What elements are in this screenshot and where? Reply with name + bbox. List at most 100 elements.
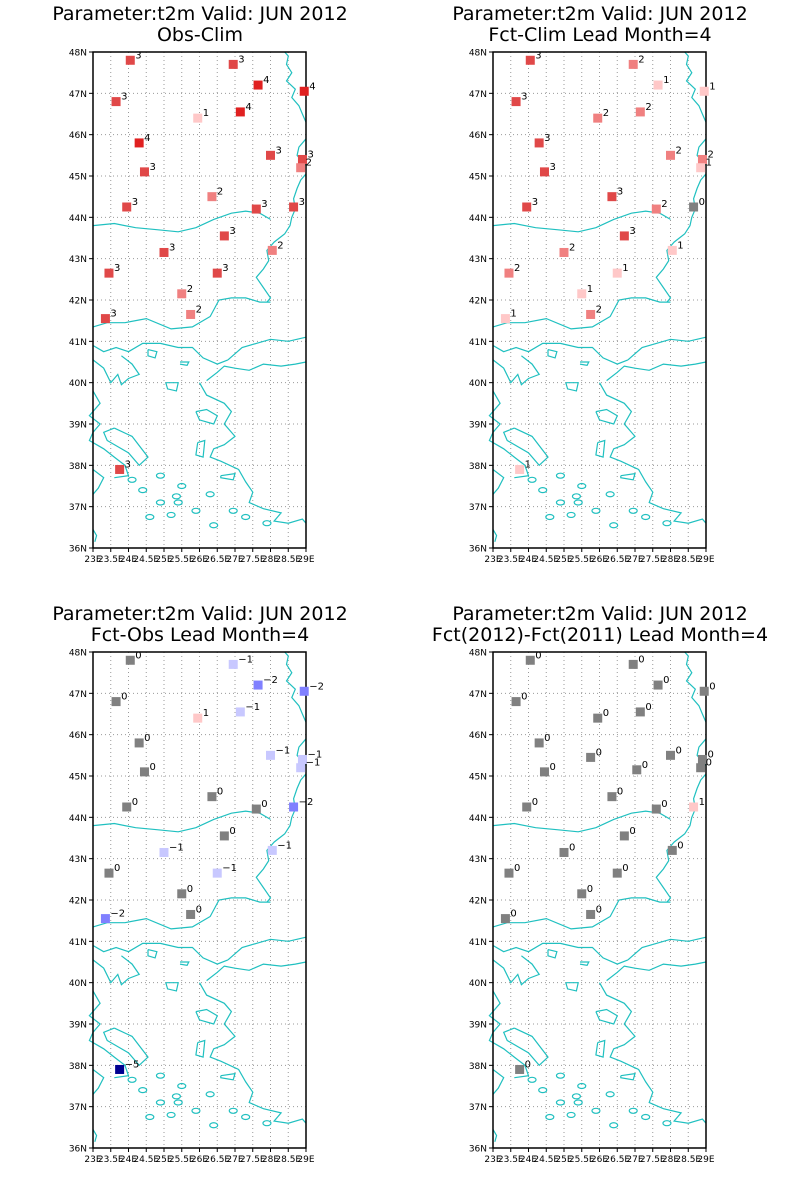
station-marker (635, 707, 645, 717)
lon-tick-label: 27.5E (640, 1155, 666, 1165)
station-value-label: 3 (629, 226, 635, 237)
station-marker (699, 686, 709, 696)
station-value-label: 3 (617, 187, 623, 198)
lon-tick-label: 26E (591, 555, 608, 565)
station-value-label: 0 (510, 909, 516, 920)
lon-tick-label: 26E (191, 1155, 208, 1165)
lat-tick-label: 41N (469, 338, 487, 348)
station-marker (500, 314, 510, 324)
lat-tick-label: 45N (69, 173, 87, 183)
lon-tick-label: 29E (297, 1155, 314, 1165)
station-marker (559, 847, 569, 857)
station-marker (296, 763, 306, 773)
panel-subtitle: Fct(2012)-Fct(2011) Lead Month=4 (431, 624, 769, 646)
station-value-label: 3 (535, 50, 541, 61)
station-marker (534, 738, 544, 748)
lat-tick-label: 36N (69, 545, 87, 555)
station-marker (177, 889, 187, 899)
lat-tick-label: 47N (69, 690, 87, 700)
station-value-label: 0 (596, 904, 602, 915)
lat-tick-label: 45N (469, 173, 487, 183)
station-map: 48N47N46N45N44N43N42N41N40N39N38N37N36N2… (69, 49, 316, 566)
station-value-label: 0 (549, 762, 555, 773)
lat-tick-label: 36N (69, 1145, 87, 1155)
lat-tick-label: 39N (69, 421, 87, 431)
station-marker (267, 845, 277, 855)
lat-tick-label: 40N (469, 979, 487, 989)
lon-tick-label: 23E (484, 1155, 501, 1165)
station-value-label: 0 (144, 733, 150, 744)
station-marker (122, 802, 132, 812)
station-value-label: −1 (169, 842, 184, 853)
station-value-label: 3 (169, 242, 175, 253)
lat-tick-label: 42N (69, 297, 87, 307)
station-value-label: −2 (309, 681, 324, 692)
station-marker (193, 713, 203, 723)
station-marker (299, 686, 309, 696)
lat-tick-label: 47N (469, 690, 487, 700)
lon-tick-label: 27E (226, 555, 243, 565)
lon-tick-label: 26.5E (604, 1155, 630, 1165)
coastline (488, 651, 707, 1142)
station-value-label: 0 (709, 681, 715, 692)
lon-tick-label: 27.5E (240, 555, 266, 565)
lon-tick-label: 26E (191, 555, 208, 565)
lat-tick-label: 47N (69, 90, 87, 100)
lon-tick-label: 27E (226, 1155, 243, 1165)
station-value-label: 1 (510, 309, 516, 320)
station-value-label: 0 (525, 1059, 531, 1070)
station-value-label: 3 (238, 54, 244, 65)
lon-tick-label: 26.5E (204, 555, 230, 565)
station-marker (212, 268, 222, 278)
station-value-label: 0 (706, 758, 712, 769)
station-marker (689, 802, 699, 812)
lat-tick-label: 41N (69, 938, 87, 948)
station-value-label: 0 (217, 787, 223, 798)
station-value-label: 0 (229, 826, 235, 837)
lat-tick-label: 38N (69, 1062, 87, 1072)
coastline (88, 651, 307, 1142)
station-value-label: 3 (110, 309, 116, 320)
lon-tick-label: 25E (155, 555, 172, 565)
station-marker (666, 750, 675, 760)
coastline (488, 51, 707, 542)
panel-subtitle: Obs-Clim (156, 24, 244, 46)
lat-tick-label: 37N (69, 1103, 87, 1113)
station-value-label: 2 (514, 263, 520, 274)
station-value-label: 0 (663, 675, 669, 686)
station-value-label: 2 (196, 304, 202, 315)
lat-tick-label: 48N (69, 649, 87, 659)
lon-tick-label: 24E (120, 555, 137, 565)
station-value-label: 0 (132, 797, 138, 808)
lat-tick-label: 42N (469, 297, 487, 307)
lat-tick-label: 48N (469, 49, 487, 59)
station-value-label: 3 (544, 133, 550, 144)
lat-tick-label: 48N (69, 49, 87, 59)
station-marker (653, 680, 663, 690)
station-marker (266, 750, 275, 760)
station-value-label: 0 (707, 749, 713, 760)
lat-tick-label: 46N (469, 131, 487, 141)
station-marker (104, 868, 114, 878)
lat-tick-label: 42N (69, 897, 87, 907)
lon-tick-label: 28E (662, 1155, 679, 1165)
station-value-label: 1 (663, 75, 669, 86)
station-marker (515, 1064, 525, 1074)
station-marker (207, 792, 217, 802)
station-marker (651, 204, 661, 214)
lon-tick-label: 23E (84, 1155, 101, 1165)
lon-tick-label: 24.5E (133, 1155, 159, 1165)
station-marker (628, 59, 638, 69)
lat-tick-label: 45N (469, 773, 487, 783)
station-value-label: 3 (307, 149, 313, 160)
station-marker (100, 914, 110, 924)
station-marker (534, 138, 544, 148)
station-marker (134, 738, 144, 748)
station-value-label: 3 (261, 199, 267, 210)
station-marker (619, 831, 629, 841)
lat-tick-label: 40N (469, 379, 487, 389)
station-marker (522, 202, 532, 212)
lat-tick-label: 48N (469, 649, 487, 659)
station-marker (511, 97, 521, 107)
station-marker (539, 167, 549, 177)
